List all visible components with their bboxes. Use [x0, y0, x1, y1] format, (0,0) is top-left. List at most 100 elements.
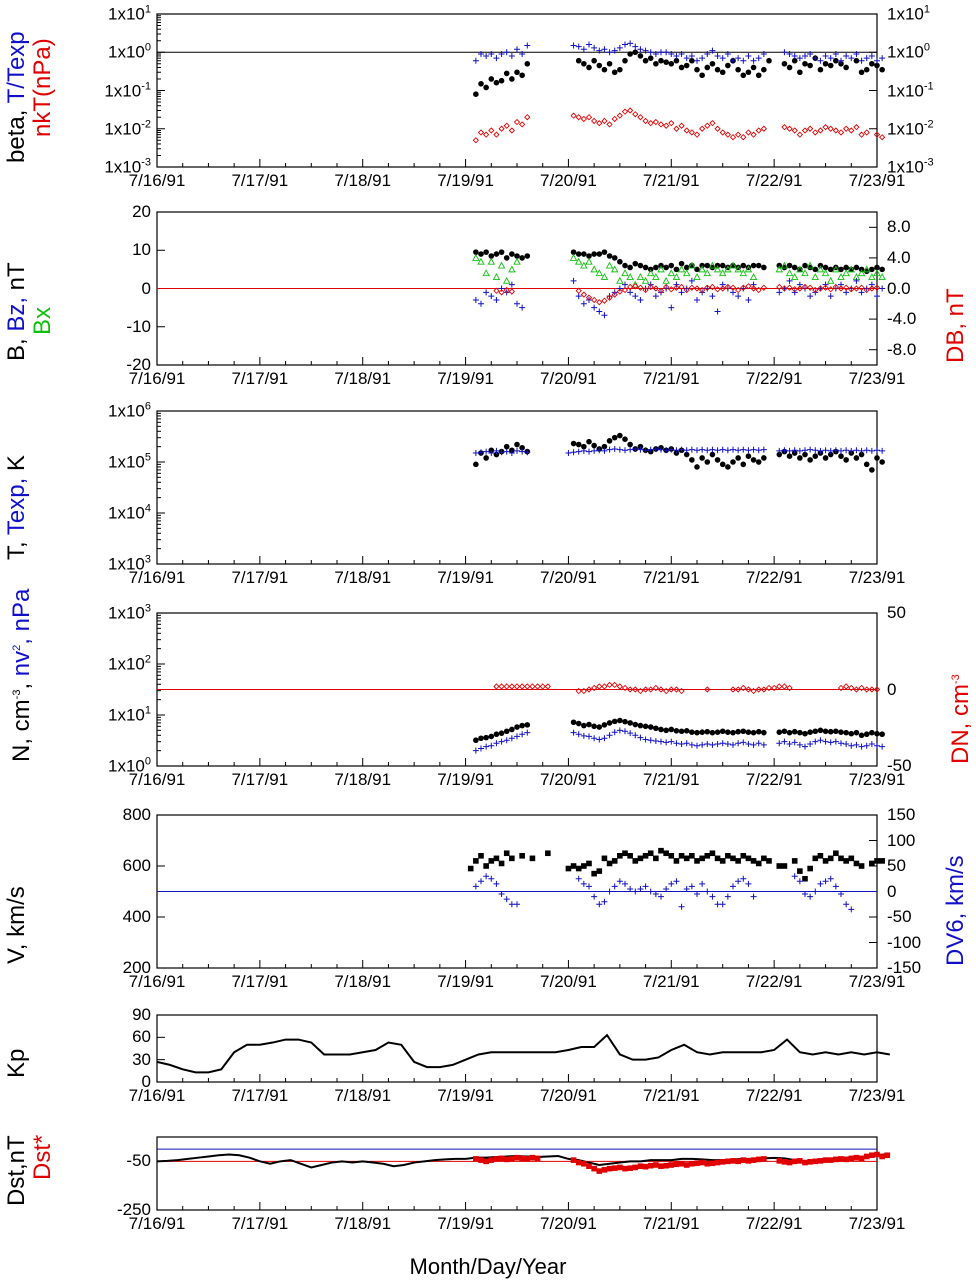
point-Bz	[508, 281, 515, 288]
point-T	[776, 451, 783, 458]
point-Bz	[796, 281, 803, 288]
point-Bx	[688, 261, 696, 269]
point-beta	[761, 66, 767, 73]
point-T/Texp	[863, 55, 870, 62]
point-T/Texp	[688, 52, 695, 59]
y-right-tick-label: 0	[887, 679, 897, 699]
point-T/Texp	[858, 57, 865, 64]
point-T/Texp	[627, 40, 634, 47]
point-Texp	[827, 447, 834, 454]
point-Dst*	[719, 1159, 726, 1165]
point-Bx	[734, 265, 742, 273]
point-N	[714, 729, 721, 735]
point-Bx	[492, 273, 501, 280]
point-V	[781, 863, 788, 869]
point-Texp	[868, 447, 875, 454]
point-DN	[673, 686, 680, 693]
point-T	[843, 457, 849, 463]
y-axis-label-density: N, cm-3, nv2, nPa	[8, 588, 35, 762]
point-V	[714, 855, 721, 862]
y-axis-label-kp: Kp	[3, 1048, 30, 1078]
point-Texp	[565, 450, 572, 457]
point-T	[627, 441, 633, 448]
point-Bz	[776, 289, 783, 296]
point-Dst*	[478, 1157, 484, 1163]
point-Texp	[755, 447, 762, 454]
point-nv2	[694, 742, 700, 749]
point-Texp	[750, 446, 757, 453]
point-DV6	[575, 875, 582, 882]
y-tick-label: 1x100	[108, 755, 151, 776]
point-Bz	[580, 300, 587, 307]
point-Dst*	[637, 1163, 644, 1169]
point-N	[653, 725, 659, 732]
point-DB	[683, 286, 690, 294]
point-DB	[606, 294, 613, 301]
point-T	[755, 459, 762, 465]
point-T	[827, 451, 834, 458]
point-DB	[848, 286, 855, 293]
point-N	[611, 718, 618, 725]
point-T/Texp	[575, 43, 582, 50]
x-tick-label: 7/23/91	[848, 770, 906, 789]
point-nv2	[575, 731, 582, 738]
x-tick-label: 7/22/91	[745, 770, 803, 789]
point-Bx	[868, 273, 876, 280]
point-beta	[611, 69, 618, 76]
x-tick-label: 7/19/91	[437, 972, 494, 991]
point-V	[838, 855, 844, 862]
y-tick-label: 20	[132, 202, 151, 221]
point-DN	[776, 683, 783, 690]
point-N	[853, 729, 860, 736]
point-T/Texp	[750, 57, 757, 64]
point-Bz	[591, 304, 598, 311]
point-V	[869, 860, 875, 867]
point-Bz	[627, 289, 634, 296]
point-T/Texp	[802, 52, 808, 59]
point-DV6	[822, 878, 829, 885]
y-right-tick-label: 50	[887, 856, 906, 875]
point-nv2	[791, 739, 798, 746]
point-nkT(nPa)	[704, 122, 711, 129]
point-Dst*	[858, 1155, 865, 1162]
point-DB	[714, 286, 721, 293]
point-nv2	[719, 740, 726, 747]
point-V	[622, 850, 628, 857]
point-Bz	[678, 289, 685, 296]
y-right-tick-label: 150	[887, 805, 916, 824]
point-Dst*	[694, 1160, 700, 1167]
point-Bz	[601, 312, 608, 319]
x-tick-label: 7/17/91	[231, 770, 289, 789]
point-T/Texp	[832, 51, 839, 58]
point-Bz	[832, 285, 839, 292]
point-Texp	[580, 447, 587, 454]
point-T/Texp	[596, 47, 603, 54]
point-DV6	[683, 885, 690, 892]
point-Bz	[683, 285, 690, 292]
point-V	[802, 875, 808, 882]
point-N	[786, 729, 793, 736]
point-beta	[822, 60, 829, 67]
point-T	[575, 441, 582, 448]
point-B	[838, 266, 844, 273]
point-beta	[632, 49, 639, 56]
point-Bz	[879, 285, 886, 292]
point-DV6	[812, 888, 819, 895]
point-B	[622, 262, 628, 269]
point-DN	[729, 686, 737, 693]
point-nkT(nPa)	[519, 121, 526, 128]
point-T/Texp	[632, 43, 639, 50]
point-nv2	[812, 738, 819, 745]
point-N	[601, 722, 608, 728]
point-Bx	[652, 273, 660, 280]
point-Texp	[658, 446, 664, 453]
point-Bz	[575, 293, 582, 300]
point-Dst*	[503, 1156, 510, 1163]
point-Dst*	[529, 1154, 536, 1161]
point-V	[853, 860, 860, 867]
point-Texp	[730, 446, 736, 453]
point-N	[879, 731, 885, 738]
y-tick-label: 400	[122, 907, 151, 926]
x-tick-label: 7/16/91	[128, 972, 186, 991]
point-Bx	[585, 257, 593, 265]
